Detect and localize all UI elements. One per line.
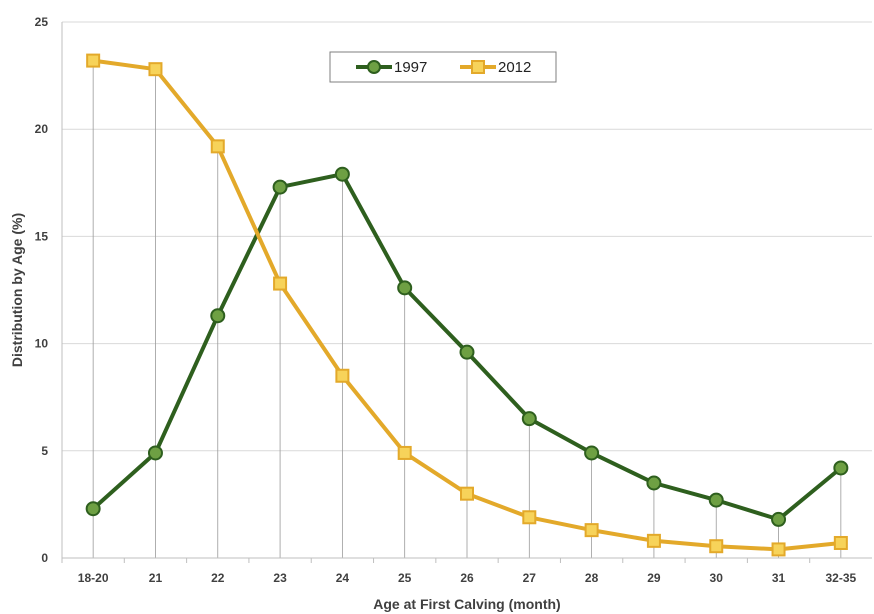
x-tick-label-1: 21 xyxy=(149,571,163,585)
point-2012-28 xyxy=(584,523,599,538)
point-2012-32-35 xyxy=(833,535,848,550)
x-tick-label-2: 22 xyxy=(211,571,225,585)
legend-label-2012: 2012 xyxy=(498,59,531,76)
point-1997-21 xyxy=(147,445,163,461)
point-2012-25 xyxy=(397,445,412,460)
x-tick-label-8: 28 xyxy=(585,571,599,585)
point-1997-26 xyxy=(459,344,475,360)
point-2012-24 xyxy=(335,368,350,383)
point-2012-23 xyxy=(273,276,288,291)
x-tick-label-0: 18-20 xyxy=(78,571,109,585)
point-2012-29 xyxy=(646,533,661,548)
legend-marker-1997 xyxy=(367,60,381,74)
x-tick-labels: 18-20 21 22 23 24 25 26 27 28 29 30 31 32-35 xyxy=(61,558,857,585)
point-1997-24 xyxy=(334,166,350,182)
x-tick-label-9: 29 xyxy=(647,571,661,585)
y-tick-label-1: 5 xyxy=(41,444,48,458)
point-1997-27 xyxy=(521,411,537,427)
x-tick-label-12: 32-35 xyxy=(825,571,856,585)
x-axis-title: Age at First Calving (month) xyxy=(373,596,560,612)
point-1997-18-20 xyxy=(85,501,101,517)
legend: 1997 2012 xyxy=(329,51,557,83)
y-tick-labels: 0 5 10 15 20 25 xyxy=(35,15,49,565)
y-tick-label-4: 20 xyxy=(35,122,49,136)
series-area xyxy=(85,53,849,557)
point-1997-25 xyxy=(397,280,413,296)
legend-marker-2012 xyxy=(471,60,485,74)
x-tick-label-5: 25 xyxy=(398,571,412,585)
point-1997-28 xyxy=(584,445,600,461)
point-1997-32-35 xyxy=(833,460,849,476)
x-tick-label-3: 23 xyxy=(273,571,287,585)
y-tick-label-5: 25 xyxy=(35,15,49,29)
y-tick-label-2: 10 xyxy=(35,337,49,351)
point-2012-21 xyxy=(148,62,163,77)
y-tick-label-0: 0 xyxy=(41,551,48,565)
x-tick-label-11: 31 xyxy=(772,571,786,585)
point-1997-30 xyxy=(708,492,724,508)
point-2012-22 xyxy=(210,139,225,154)
grid xyxy=(62,21,872,452)
point-1997-29 xyxy=(646,475,662,491)
point-2012-18-20 xyxy=(86,53,101,68)
legend-label-1997: 1997 xyxy=(394,59,427,76)
point-2012-31 xyxy=(771,542,786,557)
x-tick-label-7: 27 xyxy=(523,571,537,585)
point-2012-26 xyxy=(460,486,474,501)
y-axis-title: Distribution by Age (%) xyxy=(9,213,25,367)
point-1997-23 xyxy=(272,179,288,195)
point-1997-22 xyxy=(210,308,226,324)
point-2012-30 xyxy=(709,539,724,554)
drop-lines xyxy=(92,60,842,558)
x-tick-label-4: 24 xyxy=(336,571,350,585)
y-tick-label-3: 15 xyxy=(35,229,49,243)
point-1997-31 xyxy=(771,511,787,527)
point-2012-27 xyxy=(522,510,537,525)
x-tick-label-10: 30 xyxy=(710,571,724,585)
axes xyxy=(61,22,872,559)
x-tick-label-6: 26 xyxy=(460,571,474,585)
